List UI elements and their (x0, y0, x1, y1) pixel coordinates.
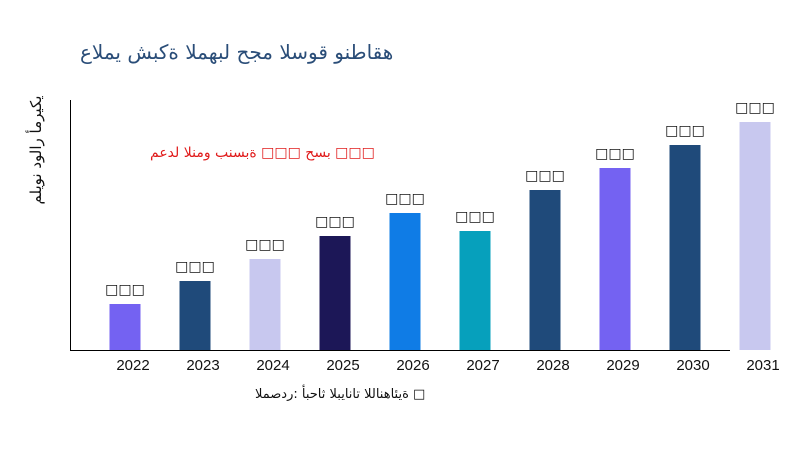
x-tick-label-2031: 2031 (746, 357, 779, 374)
data-label-2027: □□□ (455, 209, 495, 225)
data-label-2025: □□□ (315, 214, 355, 230)
source-note: المصدر: أبحاث البيانات اللانهائية □ (255, 387, 426, 402)
x-tick-label-2029: 2029 (606, 357, 639, 374)
data-label-2024: □□□ (245, 237, 285, 253)
data-label-2022: □□□ (105, 282, 145, 298)
data-label-2029: □□□ (595, 146, 635, 162)
bar-2030 (669, 145, 701, 350)
x-tick-label-2026: 2026 (396, 357, 429, 374)
bar-2022 (109, 304, 141, 350)
data-label-2023: □□□ (175, 259, 215, 275)
data-label-2030: □□□ (665, 123, 705, 139)
bar-2023 (179, 281, 211, 350)
bar-2031 (739, 122, 771, 350)
data-label-2031: □□□ (735, 100, 775, 116)
chart-title: عالمي شبكة المهبل حجم السوق ونطاقه (80, 40, 394, 64)
bar-2026 (389, 213, 421, 350)
bar-2029 (599, 168, 631, 350)
x-tick-label-2025: 2025 (326, 357, 359, 374)
bar-2027 (459, 231, 491, 350)
data-label-2028: □□□ (525, 168, 565, 184)
bar-2025 (319, 236, 351, 350)
x-tick-label-2027: 2027 (466, 357, 499, 374)
x-tick-label-2030: 2030 (676, 357, 709, 374)
x-tick-label-2028: 2028 (536, 357, 569, 374)
growth-annotation: معدل النمو بنسبة □□□ حسب □□□ (150, 145, 375, 161)
bar-2024 (249, 259, 281, 350)
x-tick-label-2022: 2022 (116, 357, 149, 374)
x-tick-label-2024: 2024 (256, 357, 289, 374)
data-label-2026: □□□ (385, 191, 425, 207)
x-tick-label-2023: 2023 (186, 357, 219, 374)
bar-2028 (529, 190, 561, 350)
